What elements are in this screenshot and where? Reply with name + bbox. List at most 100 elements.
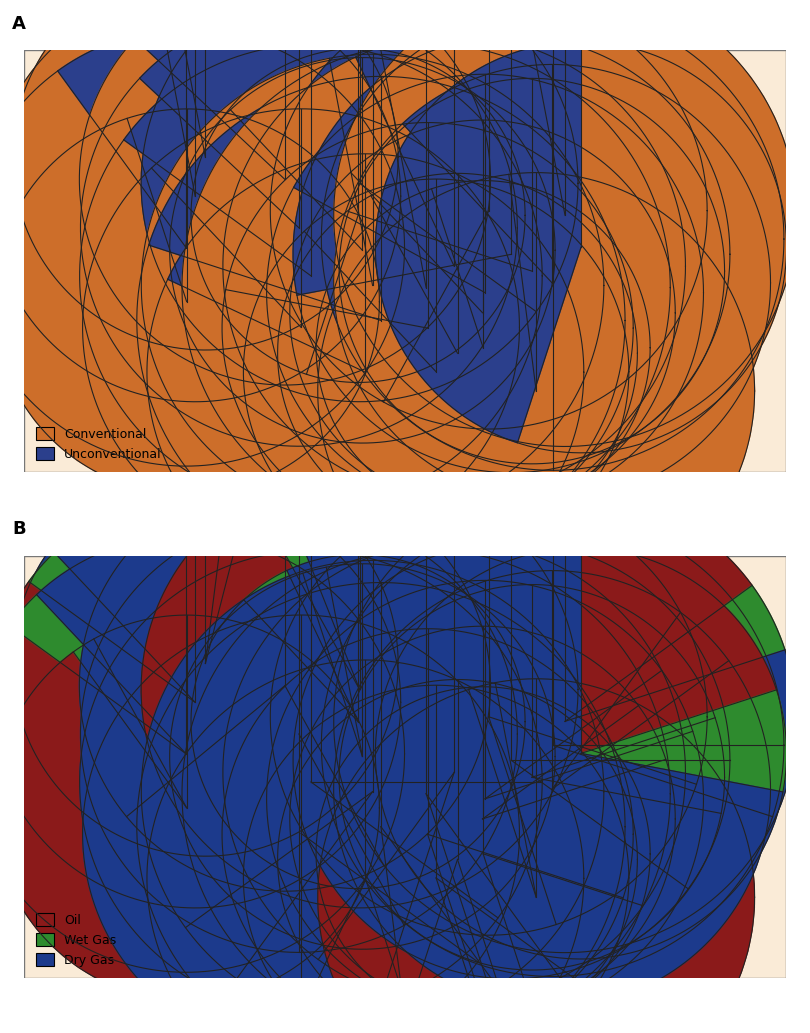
Polygon shape [182,43,670,531]
Polygon shape [318,173,755,609]
Polygon shape [488,498,707,784]
Polygon shape [243,685,496,1033]
Polygon shape [226,123,428,328]
Polygon shape [13,471,399,856]
Polygon shape [552,514,784,745]
Polygon shape [13,0,398,350]
Polygon shape [54,497,195,702]
Text: B: B [12,520,26,537]
Polygon shape [137,76,625,565]
Polygon shape [318,773,454,993]
Polygon shape [271,0,488,402]
Polygon shape [458,680,637,1031]
Polygon shape [244,570,358,722]
Polygon shape [278,680,458,1031]
Polygon shape [509,173,536,392]
Polygon shape [293,542,688,979]
Polygon shape [182,550,501,1033]
Polygon shape [348,79,532,271]
Polygon shape [279,471,360,689]
Polygon shape [428,835,623,1030]
Polygon shape [0,497,401,908]
Polygon shape [316,181,650,514]
Polygon shape [483,626,638,819]
Polygon shape [365,660,584,1033]
Polygon shape [301,615,519,962]
Polygon shape [156,0,195,196]
Polygon shape [271,498,556,935]
Polygon shape [311,551,542,782]
Polygon shape [381,43,426,287]
Polygon shape [141,560,373,928]
Polygon shape [126,686,384,891]
Polygon shape [83,108,519,545]
Polygon shape [266,74,703,511]
Text: A: A [12,15,26,33]
Polygon shape [483,706,666,819]
Polygon shape [142,54,603,516]
Polygon shape [371,174,458,353]
Polygon shape [375,41,581,443]
Polygon shape [428,629,633,898]
Polygon shape [10,595,186,754]
Polygon shape [403,64,552,283]
Polygon shape [222,123,633,534]
Polygon shape [0,615,379,1001]
Polygon shape [139,9,299,228]
Polygon shape [483,687,650,905]
Polygon shape [436,685,629,992]
Polygon shape [532,718,725,813]
Polygon shape [185,791,373,979]
Polygon shape [127,108,186,302]
Polygon shape [0,108,379,495]
Polygon shape [135,0,285,180]
Polygon shape [329,54,373,285]
Polygon shape [522,0,565,215]
Polygon shape [432,181,483,348]
Polygon shape [206,471,229,663]
Polygon shape [290,626,676,1011]
Polygon shape [0,0,401,402]
Polygon shape [299,734,404,952]
Polygon shape [36,535,186,754]
Polygon shape [80,9,518,446]
Polygon shape [383,0,707,429]
Polygon shape [306,49,525,382]
Polygon shape [244,179,629,564]
Polygon shape [485,581,662,799]
Polygon shape [206,472,254,663]
Polygon shape [495,679,536,898]
Polygon shape [381,583,625,1024]
Polygon shape [339,585,721,970]
Polygon shape [518,41,787,452]
Polygon shape [382,541,685,1004]
Polygon shape [223,35,685,498]
Polygon shape [552,613,729,789]
Polygon shape [272,878,433,1033]
Polygon shape [532,585,715,777]
Polygon shape [191,555,525,888]
Polygon shape [74,639,186,808]
Polygon shape [318,679,754,1033]
Polygon shape [334,64,770,501]
Polygon shape [79,480,285,817]
Polygon shape [565,586,785,721]
Polygon shape [191,49,358,374]
Polygon shape [287,555,358,722]
Polygon shape [141,471,578,908]
Polygon shape [124,44,311,276]
Polygon shape [168,154,365,372]
Polygon shape [552,570,680,789]
Polygon shape [278,174,637,533]
Polygon shape [322,514,773,976]
Polygon shape [293,36,511,295]
Polygon shape [426,550,670,992]
Polygon shape [511,542,730,760]
Polygon shape [237,560,603,1023]
Polygon shape [169,0,206,157]
Polygon shape [351,120,483,313]
Polygon shape [552,8,784,470]
Legend: Oil, Wet Gas, Dry Gas: Oil, Wet Gas, Dry Gas [31,908,121,972]
Polygon shape [334,0,796,446]
Polygon shape [376,547,783,959]
